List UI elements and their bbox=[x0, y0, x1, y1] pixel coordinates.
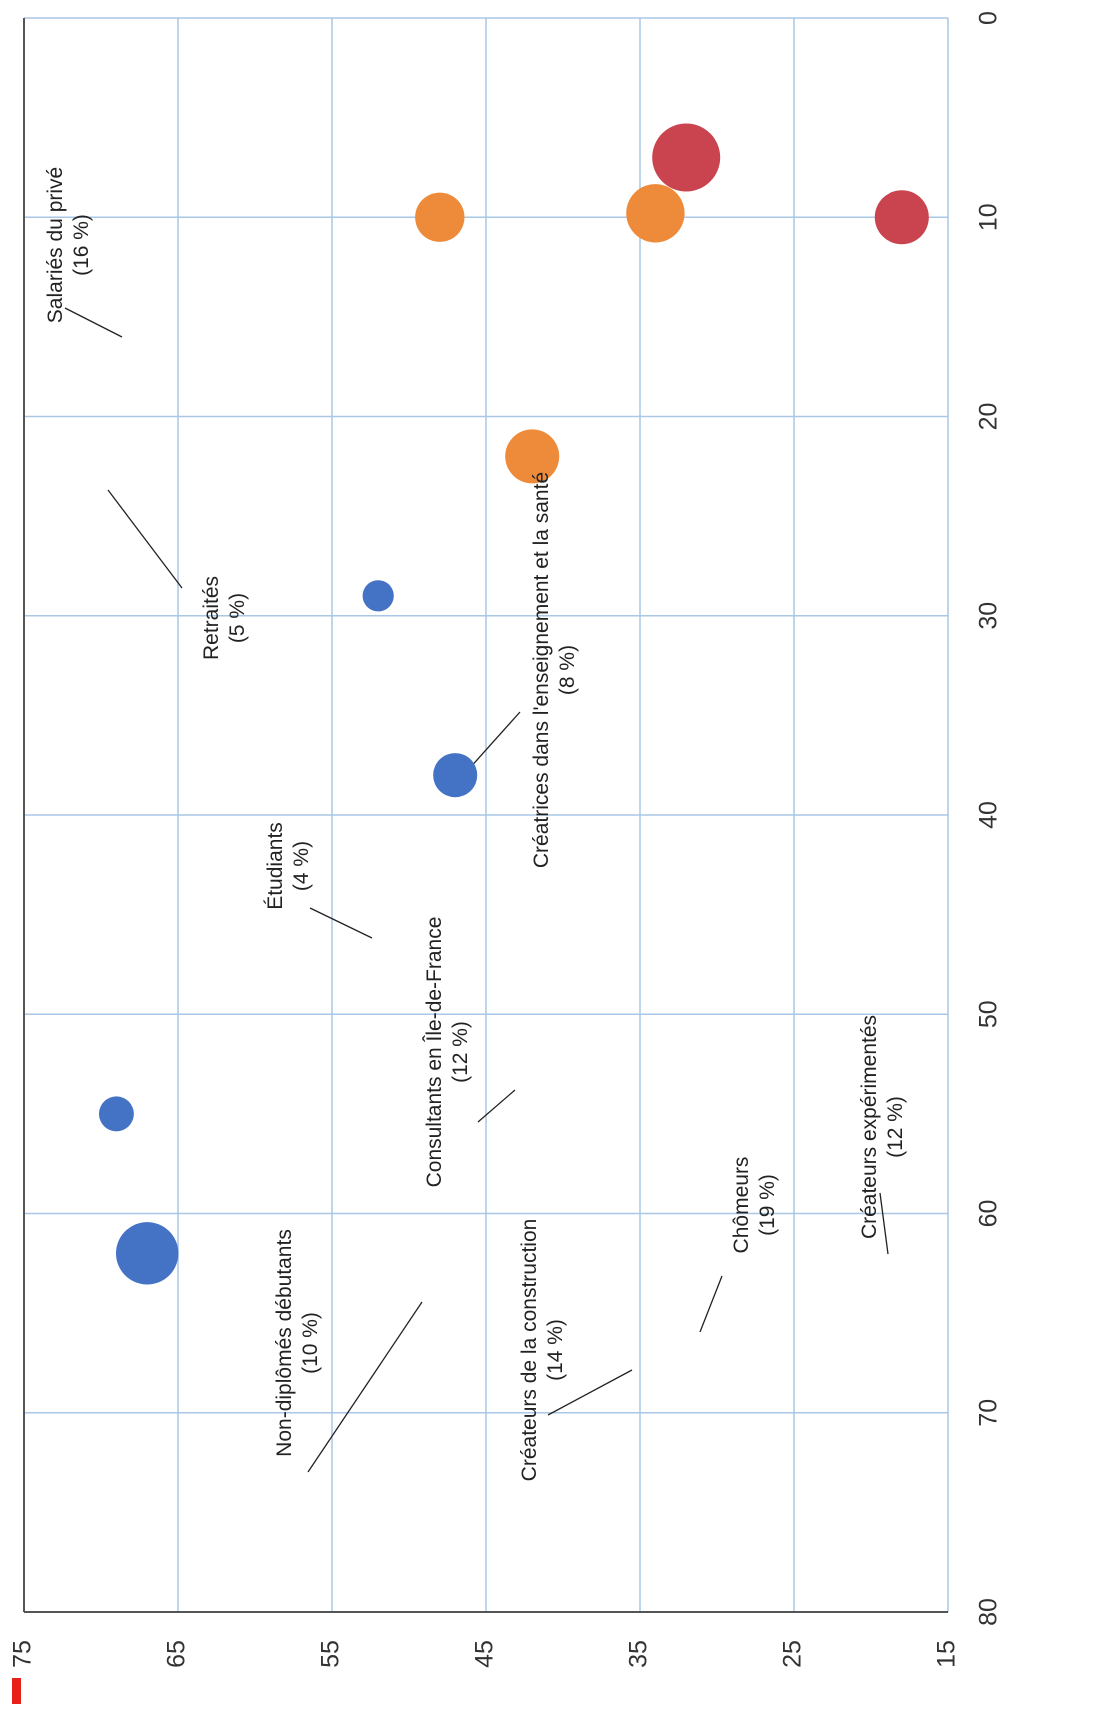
bubble-7 bbox=[652, 123, 721, 192]
y-tick-label-65: 65 bbox=[163, 1640, 191, 1668]
y-tick-label-35: 35 bbox=[625, 1640, 653, 1668]
bubble-label-share-4: (12 %) bbox=[449, 1021, 472, 1083]
bubble-label-name-1: Retraités bbox=[200, 576, 223, 660]
bubble-label-share-3: (4 %) bbox=[290, 841, 313, 891]
x-tick-label-20: 20 bbox=[975, 403, 1003, 431]
leader-line-8 bbox=[879, 1192, 889, 1255]
corner-marker bbox=[12, 1678, 21, 1704]
x-tick-label-80: 80 bbox=[975, 1598, 1003, 1626]
leader-line-1 bbox=[107, 489, 183, 589]
bubble-label-share-8: (12 %) bbox=[884, 1096, 907, 1158]
x-tick-label-70: 70 bbox=[975, 1399, 1003, 1427]
bubble-label-name-3: Étudiants bbox=[264, 822, 287, 910]
bubble-label-share-1: (5 %) bbox=[226, 593, 249, 643]
bubble-label-4: Consultants en Île-de-France (12 %) bbox=[423, 917, 472, 1188]
bubble-label-share-6: (14 %) bbox=[544, 1319, 567, 1381]
bubble-8 bbox=[874, 190, 929, 245]
bubble-label-name-5: Non-diplômés débutants bbox=[273, 1229, 296, 1457]
leader-line-2 bbox=[467, 711, 521, 771]
bubble-5 bbox=[415, 192, 465, 242]
leader-line-4 bbox=[477, 1089, 516, 1123]
axes bbox=[23, 18, 948, 1613]
bubble-4 bbox=[505, 429, 560, 484]
bubble-label-6: Créateurs de la construction (14 %) bbox=[518, 1219, 567, 1482]
y-tick-label-45: 45 bbox=[471, 1640, 499, 1668]
leader-line-3 bbox=[309, 907, 373, 939]
leader-line-6 bbox=[547, 1369, 633, 1416]
bubble-1 bbox=[98, 1096, 134, 1132]
bubble-label-8: Créateurs expérimentés (12 %) bbox=[858, 1015, 907, 1239]
bubble-label-name-6: Créateurs de la construction bbox=[518, 1219, 541, 1482]
x-tick-label-50: 50 bbox=[975, 1000, 1003, 1028]
bubble-label-7: Chômeurs (19 %) bbox=[730, 1157, 779, 1254]
leader-line-7 bbox=[699, 1275, 723, 1333]
bubble-label-share-0: (16 %) bbox=[70, 214, 93, 276]
y-tick-label-55: 55 bbox=[317, 1640, 345, 1668]
bubble-label-share-5: (10 %) bbox=[299, 1312, 322, 1374]
bubble-label-name-7: Chômeurs bbox=[730, 1157, 753, 1254]
grid bbox=[23, 17, 949, 1613]
leader-line-0 bbox=[64, 307, 123, 338]
y-tick-label-15: 15 bbox=[933, 1640, 961, 1668]
bubble-label-1: Retraités (5 %) bbox=[200, 576, 249, 660]
x-tick-label-60: 60 bbox=[975, 1200, 1003, 1228]
bubble-3 bbox=[362, 580, 394, 612]
bubble-label-name-4: Consultants en Île-de-France bbox=[423, 917, 446, 1188]
y-tick-labels: 15 25 35 45 55 65 75 bbox=[9, 1640, 961, 1668]
x-tick-label-40: 40 bbox=[975, 801, 1003, 829]
bubble-label-name-8: Créateurs expérimentés bbox=[858, 1015, 881, 1239]
bubble-label-name-2: Créatrices dans l'enseignement et la san… bbox=[530, 472, 553, 868]
bubble-label-share-7: (19 %) bbox=[756, 1174, 779, 1236]
bubble-label-share-2: (8 %) bbox=[556, 645, 579, 695]
x-tick-labels: 0 10 20 30 40 50 60 70 80 bbox=[975, 11, 1003, 1626]
x-tick-label-0: 0 bbox=[975, 11, 1003, 25]
bubble-2 bbox=[433, 753, 478, 798]
bubble-label-0: Salariés du privé (16 %) bbox=[44, 167, 93, 323]
bubble-label-name-0: Salariés du privé bbox=[44, 167, 67, 323]
bubble-6 bbox=[626, 184, 685, 243]
bubbles bbox=[98, 123, 929, 1285]
y-tick-label-25: 25 bbox=[779, 1640, 807, 1668]
bubble-labels: Salariés du privé (16 %) Retraités (5 %) Cré… bbox=[44, 167, 907, 1482]
bubble-label-2: Créatrices dans l'enseignement et la san… bbox=[530, 472, 579, 868]
bubble-0 bbox=[115, 1222, 179, 1285]
bubble-label-5: Non-diplômés débutants (10 %) bbox=[273, 1229, 322, 1457]
leader-lines bbox=[64, 307, 889, 1473]
y-tick-label-75: 75 bbox=[9, 1640, 37, 1668]
bubble-label-3: Étudiants (4 %) bbox=[264, 822, 313, 910]
leader-line-5 bbox=[307, 1301, 423, 1473]
x-tick-label-30: 30 bbox=[975, 602, 1003, 630]
x-tick-label-10: 10 bbox=[975, 203, 1003, 231]
